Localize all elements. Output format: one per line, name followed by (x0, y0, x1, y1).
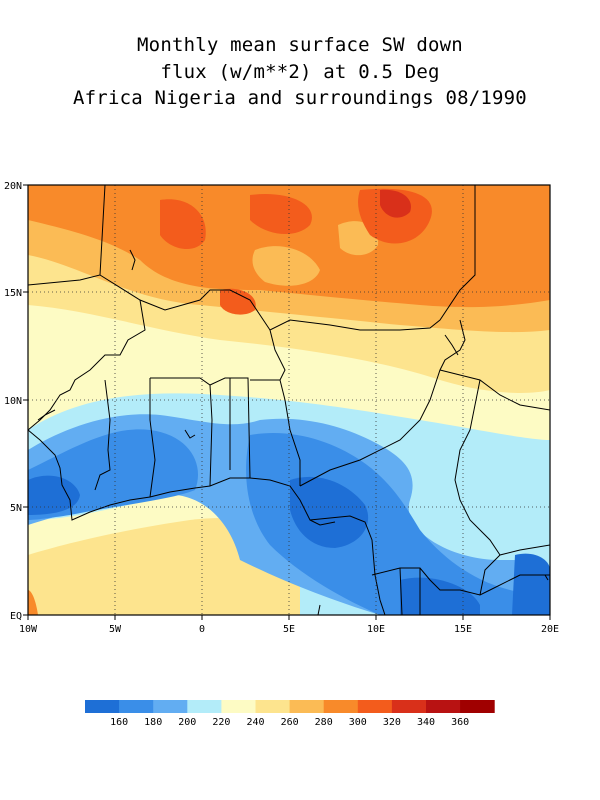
graticule (28, 185, 550, 615)
colorbar-swatch (255, 700, 291, 713)
colorbar-swatch (391, 700, 427, 713)
lon-label-10w: 10W (19, 624, 38, 635)
lon-label-5w: 5W (109, 624, 122, 635)
lat-label-20n: 20N (4, 181, 22, 192)
colorbar-label: 320 (383, 717, 401, 728)
contour-fill (28, 185, 550, 615)
title-line-2: flux (w/m**2) at 0.5 Deg (160, 60, 440, 83)
lon-label-15e: 15E (454, 624, 472, 635)
colorbar-label: 220 (212, 717, 230, 728)
colorbar-swatch (187, 700, 222, 713)
colorbar-label: 260 (281, 717, 299, 728)
colorbar-label: 300 (349, 717, 367, 728)
lon-label-5e: 5E (283, 624, 295, 635)
colorbar-labels: 160 180 200 220 240 260 280 300 320 340 360 (110, 717, 469, 728)
lat-label-15n: 15N (4, 288, 22, 299)
lat-labels: EQ 5N 10N 15N 20N (4, 181, 22, 622)
colorbar-label: 200 (178, 717, 196, 728)
colorbar-swatch (119, 700, 154, 713)
lon-label-0: 0 (199, 624, 205, 635)
lat-label-5n: 5N (10, 503, 22, 514)
chart-title: Monthly mean surface SW down flux (w/m**… (0, 32, 600, 112)
title-line-1: Monthly mean surface SW down (137, 34, 463, 56)
colorbar-label: 340 (417, 717, 435, 728)
lon-label-10e: 10E (367, 624, 385, 635)
title-line-3: Africa Nigeria and surroundings 08/1990 (73, 87, 527, 109)
lat-label-eq: EQ (10, 611, 22, 622)
colorbar-swatch (357, 700, 393, 713)
colorbar-label: 360 (451, 717, 469, 728)
lon-label-20e: 20E (541, 624, 559, 635)
colorbar-swatch (460, 700, 495, 713)
colorbar-swatches (85, 700, 495, 713)
colorbar-label: 180 (144, 717, 162, 728)
colorbar-label: 160 (110, 717, 128, 728)
colorbar-label: 240 (246, 717, 264, 728)
country-borders (28, 185, 550, 615)
colorbar-swatch (153, 700, 188, 713)
lon-labels: 10W 5W 0 5E 10E 15E 20E (19, 624, 559, 635)
colorbar-swatch (323, 700, 359, 713)
colorbar-swatch (426, 700, 461, 713)
axis-ticks (23, 184, 551, 620)
colorbar-swatch (221, 700, 256, 713)
lat-label-10n: 10N (4, 396, 22, 407)
colorbar-swatch (85, 700, 120, 713)
colorbar-label: 280 (315, 717, 333, 728)
colorbar-swatch (289, 700, 325, 713)
